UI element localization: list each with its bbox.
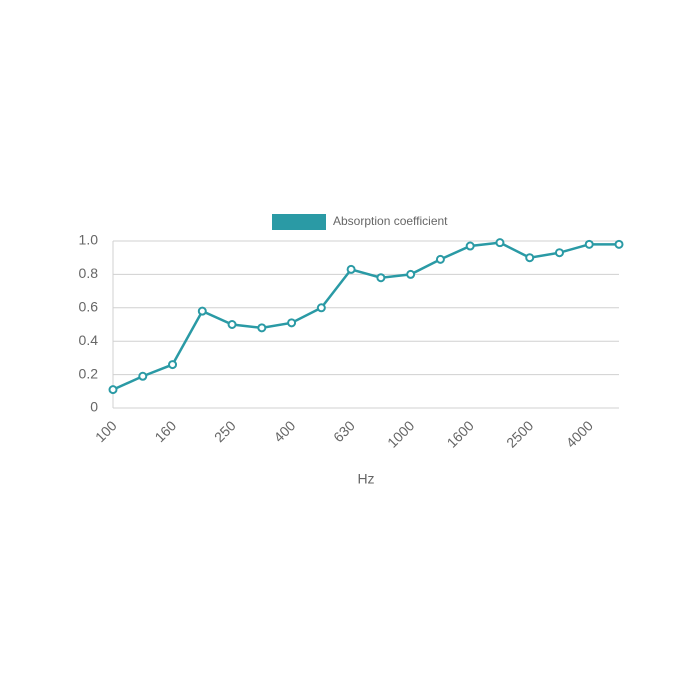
y-tick-label: 0.4 bbox=[79, 332, 99, 348]
x-tick-label: 160 bbox=[151, 417, 179, 445]
point bbox=[525, 253, 535, 263]
x-axis-title: Hz bbox=[357, 471, 374, 487]
x-tick-label: 2500 bbox=[503, 417, 536, 450]
point bbox=[257, 323, 267, 333]
point bbox=[227, 320, 237, 329]
y-tick-label: 1.0 bbox=[79, 232, 99, 248]
point bbox=[168, 360, 178, 370]
x-tick-label: 400 bbox=[270, 417, 298, 445]
point bbox=[554, 248, 564, 258]
legend-swatch bbox=[272, 214, 326, 230]
point bbox=[138, 371, 148, 381]
y-tick-label: 0.8 bbox=[79, 265, 99, 281]
point bbox=[376, 273, 386, 283]
y-tick-label: 0.6 bbox=[79, 299, 99, 315]
point bbox=[614, 239, 624, 249]
point bbox=[108, 385, 118, 395]
point bbox=[346, 264, 356, 274]
point bbox=[316, 303, 326, 313]
point bbox=[495, 238, 505, 248]
point bbox=[287, 318, 297, 328]
point bbox=[197, 306, 207, 316]
x-tick-label: 1600 bbox=[444, 417, 477, 450]
point bbox=[465, 241, 475, 251]
point bbox=[584, 239, 594, 249]
point bbox=[435, 254, 445, 264]
x-tick-label: 4000 bbox=[563, 417, 596, 450]
x-tick-label: 1000 bbox=[384, 417, 417, 450]
point bbox=[406, 269, 416, 279]
y-tick-label: 0 bbox=[90, 399, 98, 415]
y-tick-label: 0.2 bbox=[79, 365, 99, 381]
legend-label: Absorption coefficient bbox=[333, 214, 448, 228]
x-tick-label: 250 bbox=[211, 417, 239, 445]
x-tick-label: 630 bbox=[330, 417, 358, 445]
line bbox=[112, 241, 619, 391]
x-tick-label: 100 bbox=[92, 417, 120, 445]
